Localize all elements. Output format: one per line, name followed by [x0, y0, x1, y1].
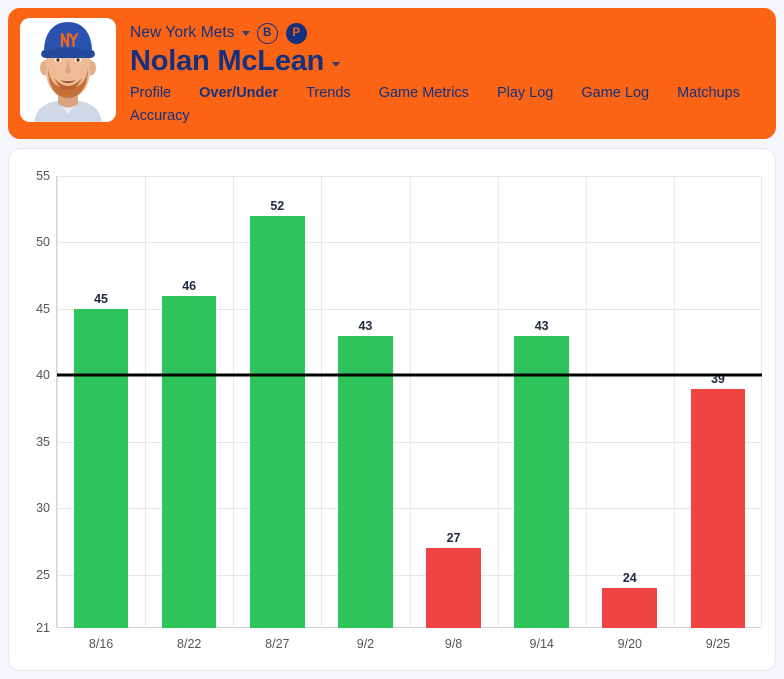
y-gridline — [57, 508, 762, 510]
bar-value-label: 45 — [94, 291, 108, 306]
y-axis-tick-label: 50 — [36, 235, 50, 250]
chart-bar[interactable]: 43 — [338, 319, 393, 628]
y-gridline — [57, 176, 762, 177]
team-chevron-down-icon[interactable] — [241, 30, 250, 36]
chart-bar[interactable]: 24 — [602, 571, 658, 628]
bar-value-label: 46 — [182, 278, 197, 293]
badge-bats[interactable]: B — [256, 22, 278, 44]
x-gridline — [145, 176, 146, 628]
x-gridline — [57, 176, 58, 628]
bar-value-label: 43 — [534, 318, 549, 333]
x-axis-tick-label: 9/14 — [529, 637, 554, 651]
nav-tabs: Profile Over/Under Trends Game Metrics P… — [130, 83, 740, 127]
x-axis-tick-label: 9/8 — [444, 637, 463, 651]
y-gridline — [57, 242, 762, 244]
team-name[interactable]: New York Mets — [130, 24, 235, 41]
x-gridline — [410, 176, 411, 628]
player-headshot — [20, 18, 116, 122]
badge-position-pitcher[interactable]: P — [285, 22, 307, 44]
x-gridline — [233, 176, 234, 628]
chart-bar[interactable]: 39 — [690, 372, 746, 628]
x-gridline — [674, 176, 675, 628]
chart-bar[interactable]: 27 — [426, 531, 481, 628]
chart-bar[interactable]: 52 — [249, 199, 305, 628]
player-name-row: Nolan McLean — [130, 45, 764, 77]
bar-value-label: 27 — [446, 531, 461, 546]
header-info: New York Mets B P Nolan McLean Profile O… — [130, 18, 764, 127]
y-axis-tick-label: 25 — [36, 567, 50, 582]
threshold-line — [57, 373, 762, 377]
chart-bar[interactable]: 43 — [514, 319, 569, 628]
chart-bar[interactable]: 46 — [161, 279, 217, 628]
chart-inner: 21 25 30 35 40 45 50 55 45 8/16 46 8/22 52 8/27 43 9/2 2… — [9, 149, 775, 670]
tab-game-log[interactable]: Game Log — [581, 85, 650, 102]
y-axis-tick-label: 35 — [36, 434, 50, 449]
tab-accuracy[interactable]: Accuracy — [130, 107, 190, 124]
x-gridline — [586, 176, 587, 628]
player-chevron-down-icon[interactable] — [332, 62, 341, 68]
x-axis-tick-label: 9/25 — [705, 637, 731, 651]
x-axis-tick-label: 8/16 — [88, 637, 114, 651]
y-gridline — [57, 308, 762, 310]
over-under-chart-card: 21 25 30 35 40 45 50 55 45 8/16 46 8/22 52 8/27 43 9/2 2… — [8, 148, 776, 671]
player-header: New York Mets B P Nolan McLean Profile O… — [8, 8, 776, 139]
x-gridline — [761, 176, 762, 628]
y-axis-tick-label: 30 — [36, 501, 50, 516]
x-axis-tick-label: 9/20 — [617, 637, 642, 651]
chart-bar[interactable]: 45 — [73, 292, 129, 628]
bar-value-label: 24 — [622, 571, 637, 586]
x-axis-line — [57, 627, 762, 628]
x-axis-tick-label: 9/2 — [356, 637, 375, 651]
tab-over-under[interactable]: Over/Under — [199, 85, 279, 102]
x-gridline — [498, 176, 499, 628]
tab-profile[interactable]: Profile — [130, 85, 172, 102]
bar-value-label: 52 — [270, 198, 285, 213]
y-gridline — [57, 574, 762, 576]
y-axis-tick-label: 21 — [36, 621, 50, 635]
y-axis-tick-label: 55 — [36, 169, 50, 183]
y-gridline — [57, 441, 762, 443]
y-axis-line — [56, 176, 57, 628]
bar-value-label: 43 — [358, 318, 373, 333]
x-axis-tick-label: 8/22 — [177, 637, 202, 651]
y-axis-tick-label: 40 — [36, 368, 50, 383]
tab-trends[interactable]: Trends — [306, 85, 351, 102]
tab-play-log[interactable]: Play Log — [496, 85, 554, 102]
page-title: Nolan McLean — [130, 45, 325, 77]
y-axis-tick-label: 45 — [36, 301, 50, 316]
tab-matchups[interactable]: Matchups — [677, 85, 740, 102]
x-axis-tick-label: 8/27 — [265, 637, 290, 651]
x-gridline — [321, 176, 322, 628]
bar-chart-plot: 21 25 30 35 40 45 50 55 45 8/16 46 8/22 52 8/27 43 9/2 2… — [36, 169, 762, 651]
tab-game-metrics[interactable]: Game Metrics — [378, 85, 469, 102]
team-row: New York Mets B P — [130, 22, 764, 44]
